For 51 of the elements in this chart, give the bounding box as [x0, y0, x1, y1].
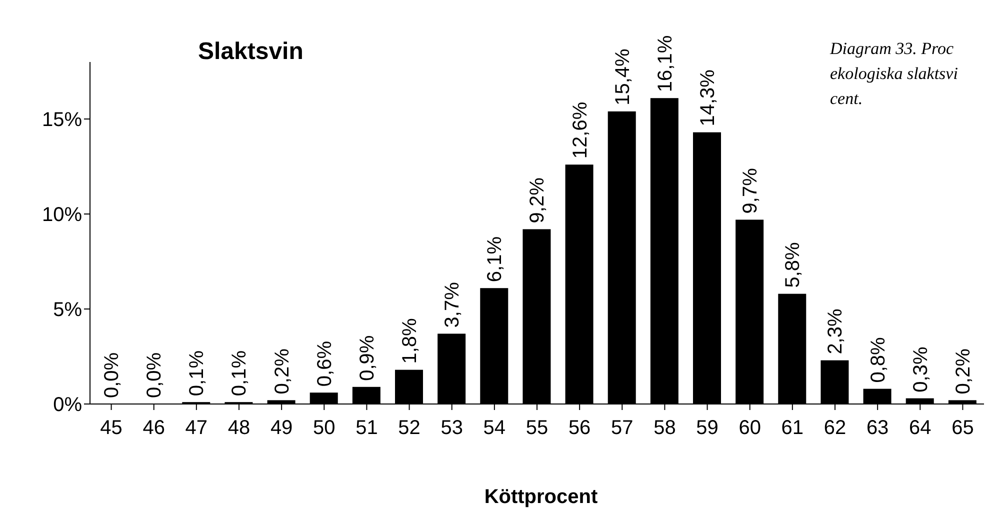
annotation: ekologiska slaktsvi [830, 63, 959, 85]
x-tick-label: 48 [228, 417, 250, 440]
chart-title: Slaktsvin [198, 38, 304, 66]
data-label: 0,1% [228, 350, 251, 396]
x-tick-label: 45 [100, 417, 122, 440]
x-tick-label: 52 [398, 417, 420, 440]
x-tick-label: 53 [440, 417, 463, 440]
data-label: 0,0% [101, 352, 123, 398]
data-label: 1,8% [399, 318, 421, 364]
x-tick-label: 59 [696, 417, 718, 440]
data-label: 15,4% [612, 48, 634, 106]
x-tick-label: 55 [526, 417, 548, 440]
y-tick-label: 15% [42, 109, 82, 132]
x-tick-label: 64 [909, 417, 932, 440]
x-tick-label: 49 [270, 417, 293, 440]
x-tick-label: 62 [824, 417, 846, 440]
x-tick-label: 46 [142, 417, 165, 440]
text: Diagram 33. Proc [830, 38, 955, 60]
x-tick-label: 54 [483, 417, 506, 440]
x-tick-label: 58 [654, 417, 676, 440]
y-tick-label: 10% [42, 204, 82, 226]
data-label: 0,3% [910, 346, 932, 392]
data-label: 9,7% [740, 168, 762, 214]
data-label: 0,1% [186, 350, 208, 396]
data-label: 0,8% [867, 336, 890, 383]
x-tick-label: 50 [313, 417, 336, 440]
x-tick-label: 56 [568, 417, 591, 440]
x-tick-label: 61 [781, 417, 804, 440]
data-label: 5,8% [782, 242, 804, 288]
y-tick-label: 0% [53, 394, 82, 416]
x-tick-label: 47 [185, 417, 208, 440]
annotation: cent. [830, 88, 864, 110]
y-tick-label: 5% [53, 299, 82, 322]
data-label: 14,3% [697, 69, 719, 126]
data-label: 2,3% [824, 308, 847, 354]
data-label: 0,2% [952, 348, 974, 394]
data-label: 3,7% [442, 282, 464, 328]
data-label: 12,6% [569, 102, 592, 159]
data-label: 6,1% [484, 236, 506, 282]
x-tick-label: 51 [356, 417, 378, 440]
data-label: 0,9% [356, 335, 378, 381]
x-tick-label: 60 [738, 417, 761, 440]
x-axis-title: Köttprocent [483, 486, 599, 509]
data-label: 0,2% [271, 348, 294, 394]
data-label: 0,6% [314, 340, 336, 387]
data-label: 9,2% [526, 177, 549, 224]
x-tick-label: 63 [866, 417, 889, 440]
x-tick-label: 57 [611, 417, 634, 440]
x-tick-label: 65 [952, 417, 974, 440]
data-label: 16,1% [654, 35, 676, 92]
data-label: 0,0% [144, 352, 166, 398]
